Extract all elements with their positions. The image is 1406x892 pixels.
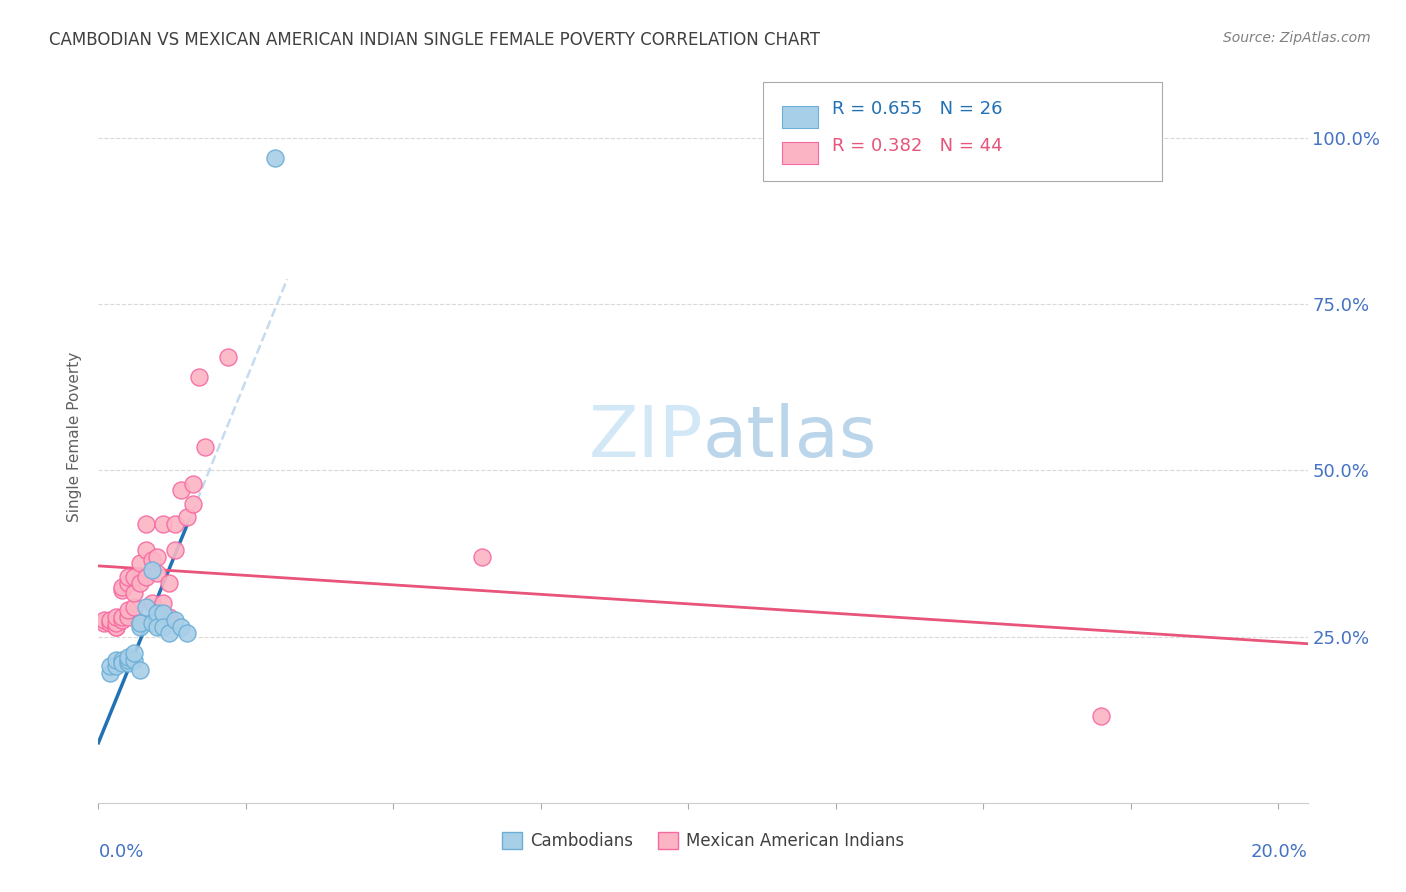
- Point: [128, 616, 150, 631]
- Point: [264, 151, 287, 165]
- Y-axis label: Single Female Poverty: Single Female Poverty: [67, 352, 83, 522]
- Text: R = 0.382   N = 44: R = 0.382 N = 44: [832, 137, 1002, 155]
- Point: [152, 516, 174, 531]
- Text: atlas: atlas: [703, 402, 877, 472]
- Point: [98, 616, 121, 631]
- Point: [181, 497, 204, 511]
- Point: [217, 351, 239, 365]
- Text: 0.0%: 0.0%: [98, 843, 143, 861]
- Point: [111, 653, 134, 667]
- Point: [117, 603, 139, 617]
- Text: ZIP: ZIP: [589, 402, 703, 472]
- Point: [146, 566, 169, 581]
- Legend: Cambodians, Mexican American Indians: Cambodians, Mexican American Indians: [495, 825, 911, 856]
- Point: [176, 626, 198, 640]
- Point: [157, 609, 180, 624]
- Text: 20.0%: 20.0%: [1251, 843, 1308, 861]
- Point: [105, 616, 128, 631]
- Point: [117, 570, 139, 584]
- Point: [122, 599, 145, 614]
- Point: [194, 440, 217, 454]
- Point: [146, 549, 169, 564]
- Point: [111, 609, 134, 624]
- Point: [128, 616, 150, 631]
- FancyBboxPatch shape: [763, 82, 1163, 181]
- Point: [128, 619, 150, 633]
- Point: [111, 613, 134, 627]
- Point: [98, 613, 121, 627]
- Point: [135, 516, 157, 531]
- Point: [117, 609, 139, 624]
- Point: [157, 626, 180, 640]
- Point: [98, 666, 121, 681]
- Point: [176, 509, 198, 524]
- Point: [105, 619, 128, 633]
- Point: [152, 596, 174, 610]
- Point: [170, 619, 193, 633]
- Point: [128, 663, 150, 677]
- Text: R = 0.655   N = 26: R = 0.655 N = 26: [832, 101, 1002, 119]
- Point: [165, 516, 187, 531]
- Point: [141, 596, 163, 610]
- Point: [122, 653, 145, 667]
- Point: [122, 586, 145, 600]
- Point: [122, 646, 145, 660]
- Point: [93, 613, 115, 627]
- Point: [117, 656, 139, 670]
- Point: [93, 616, 115, 631]
- Point: [111, 582, 134, 597]
- Point: [122, 570, 145, 584]
- Point: [165, 543, 187, 558]
- Bar: [782, 106, 818, 128]
- Point: [135, 570, 157, 584]
- Point: [141, 563, 163, 577]
- Point: [170, 483, 193, 498]
- Point: [128, 576, 150, 591]
- Point: [117, 653, 139, 667]
- Point: [135, 599, 157, 614]
- Point: [152, 607, 174, 621]
- Point: [111, 580, 134, 594]
- Point: [187, 370, 209, 384]
- Point: [135, 543, 157, 558]
- Point: [105, 659, 128, 673]
- Point: [152, 619, 174, 633]
- Point: [98, 659, 121, 673]
- Point: [105, 609, 128, 624]
- Text: Source: ZipAtlas.com: Source: ZipAtlas.com: [1223, 31, 1371, 45]
- Point: [146, 619, 169, 633]
- Point: [471, 549, 494, 564]
- Text: CAMBODIAN VS MEXICAN AMERICAN INDIAN SINGLE FEMALE POVERTY CORRELATION CHART: CAMBODIAN VS MEXICAN AMERICAN INDIAN SIN…: [49, 31, 820, 49]
- Point: [117, 649, 139, 664]
- Point: [181, 476, 204, 491]
- Point: [165, 613, 187, 627]
- Point: [1090, 709, 1112, 723]
- Point: [128, 557, 150, 571]
- Point: [141, 616, 163, 631]
- Point: [111, 656, 134, 670]
- Point: [105, 619, 128, 633]
- Point: [146, 607, 169, 621]
- Point: [117, 576, 139, 591]
- Point: [141, 553, 163, 567]
- Point: [105, 653, 128, 667]
- Bar: [782, 143, 818, 164]
- Point: [157, 576, 180, 591]
